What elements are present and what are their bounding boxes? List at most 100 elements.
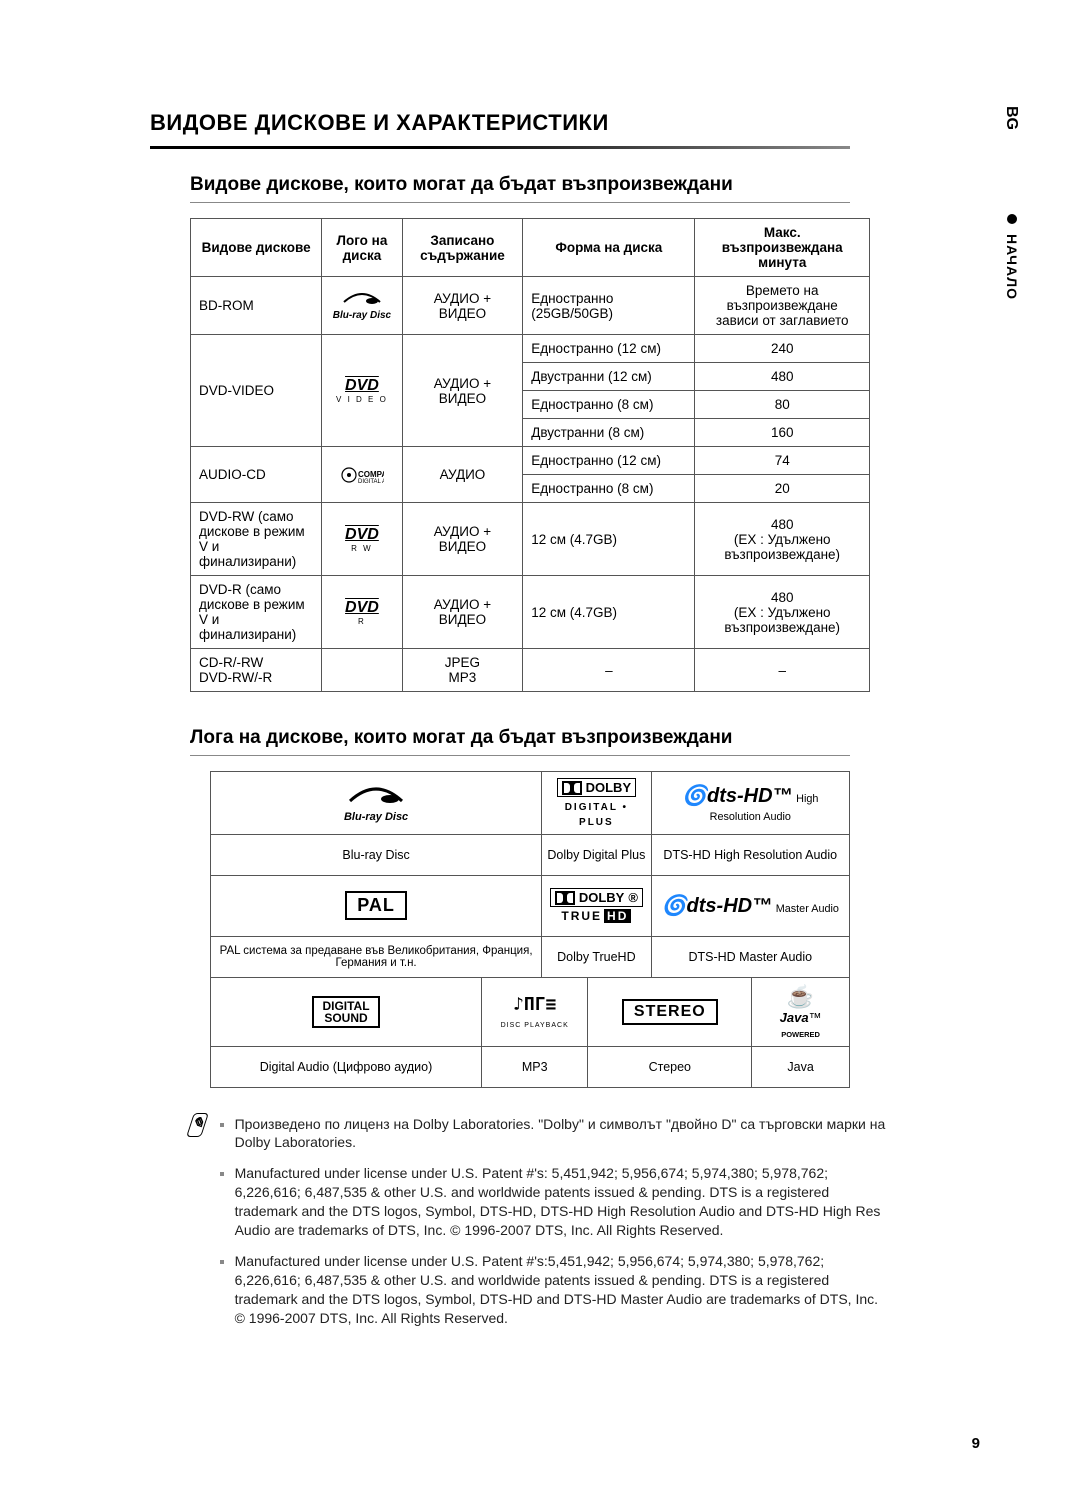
page-title: ВИДОВЕ ДИСКОВЕ И ХАРАКТЕРИСТИКИ [150,110,980,136]
note-item: Произведено по лиценз на Dolby Laborator… [235,1115,890,1153]
dts-hd-hra-logo-icon: 🌀dts-HD™ High Resolution Audio [651,772,849,835]
subheading-logos: Лога на дискове, които могат да бъдат въ… [190,727,850,756]
title-rule [150,146,850,149]
dts-label: dts-HD [687,895,753,917]
label-dolby-plus: Dolby Digital Plus [542,834,651,875]
row-audiocd: AUDIO-CD COMPACTDIGITAL AUDIO АУДИО Едно… [191,447,870,475]
cell-max: 480 [695,363,870,391]
pal-logo-icon: PAL [211,875,542,936]
side-section-tab: НАЧАЛО [1004,214,1020,300]
cell-max: 480 (EX : Удължено възпроизвеждане) [695,576,870,649]
dvd-logo-icon: DVDR W [322,503,402,576]
col-disc-type: Видове дискове [191,219,322,277]
side-lang-tab: BG [1002,106,1020,130]
cell-logo-empty [322,649,402,692]
cell-content: JPEG MP3 [402,649,523,692]
label-stereo: Стерео [588,1046,752,1087]
col-max: Макс. възпроизвеждана минута [695,219,870,277]
cell-max: – [695,649,870,692]
cell-max: 240 [695,335,870,363]
cell-form: Едностранно (12 см) [523,447,695,475]
truehd-sub1: TRUE [561,909,602,923]
subheading-disc-types: Видове дискове, които могат да бъдат въз… [190,174,850,203]
java-powered: POWERED [781,1030,820,1039]
digital-sound-logo-icon: DIGITAL SOUND [211,977,482,1046]
label-java: Java [752,1046,850,1087]
label-dts-ma: DTS-HD Master Audio [651,936,849,977]
bullet-icon [1007,214,1017,224]
dts-ma-sub: Master Audio [776,903,839,915]
truehd-sub2: HD [604,909,631,923]
cell-content: АУДИО + ВИДЕО [402,503,523,576]
svg-text:DIGITAL AUDIO: DIGITAL AUDIO [358,479,384,484]
cell-name: DVD-RW (само дискове в режим V и финализ… [191,503,322,576]
note-item: Manufactured under license under U.S. Pa… [235,1164,890,1240]
row-dvdvideo: DVD-VIDEO DVDV I D E O АУДИО + ВИДЕО Едн… [191,335,870,363]
cell-max: Времето на възпроизвеждане зависи от заг… [695,277,870,335]
cell-form: 12 см (4.7GB) [523,503,695,576]
cell-name: BD-ROM [191,277,322,335]
cell-max: 480 (EX : Удължено възпроизвеждане) [695,503,870,576]
mp3-glyph: ♪ΠΓ≡ [513,994,556,1015]
cell-content: АУДИО + ВИДЕО [402,335,523,447]
col-logo: Лого на диска [322,219,402,277]
dvd-logo-icon: DVDV I D E O [322,335,402,447]
cell-max: 160 [695,419,870,447]
logos-table: Blu-ray Disc DOLBY DIGITAL • PLUS 🌀dts-H… [210,771,850,1088]
label-mp3: MP3 [481,1046,587,1087]
cell-form: Едностранно (8 см) [523,391,695,419]
page-number: 9 [972,1435,980,1452]
col-form: Форма на диска [523,219,695,277]
java-label: Java [780,1010,809,1025]
cell-name: DVD-R (само дискове в режим V и финализи… [191,576,322,649]
mp3-logo-icon: ♪ΠΓ≡ DISC PLAYBACK [481,977,587,1046]
label-pal: PAL система за предаване във Великобрита… [211,936,542,977]
svg-text:COMPACT: COMPACT [358,470,384,479]
stereo-box-text: STEREO [622,999,718,1025]
row-dvdrw: DVD-RW (само дискове в режим V и финализ… [191,503,870,576]
label-dts-hra: DTS-HD High Resolution Audio [651,834,849,875]
disc-types-table: Видове дискове Лого на диска Записано съ… [190,218,870,692]
digital-sound-line2: SOUND [322,1012,369,1024]
cell-max: 20 [695,475,870,503]
note-item: Manufactured under license under U.S. Pa… [235,1252,890,1328]
cell-content: АУДИО + ВИДЕО [402,277,523,335]
cell-form: – [523,649,695,692]
cell-max: 80 [695,391,870,419]
cell-form: Едностранно (8 см) [523,475,695,503]
dolby-plus-sub: DIGITAL • PLUS [565,802,628,828]
dolby-label: DOLBY [586,780,632,795]
dvd-logo-icon: DVDR [322,576,402,649]
col-content: Записано съдържание [402,219,523,277]
cell-form: Двустранни (8 см) [523,419,695,447]
cell-name: AUDIO-CD [191,447,322,503]
stereo-logo-icon: STEREO [588,977,752,1046]
label-dolby-truehd: Dolby TrueHD [542,936,651,977]
bluray-logo-icon: Blu-ray Disc [211,772,542,835]
cell-content: АУДИО + ВИДЕО [402,576,523,649]
java-logo-icon: ☕ Java™ POWERED [752,977,850,1046]
note-icon: ✎ [186,1113,208,1137]
row-dvdr: DVD-R (само дискове в режим V и финализи… [191,576,870,649]
label-digital-audio: Digital Audio (Цифрово аудио) [211,1046,482,1087]
cell-name: DVD-VIDEO [191,335,322,447]
row-cdr: CD-R/-RW DVD-RW/-R JPEG MP3 – – [191,649,870,692]
cell-form: Двустранни (12 см) [523,363,695,391]
dts-label: dts-HD [707,785,773,807]
label-bluray: Blu-ray Disc [211,834,542,875]
side-section-label: НАЧАЛО [1004,234,1020,300]
cell-form: 12 см (4.7GB) [523,576,695,649]
dolby-label: DOLBY [579,890,625,905]
dolby-truehd-logo-icon: DOLBY® TRUEHD [542,875,651,936]
row-bdrom: BD-ROM Blu-ray Disc АУДИО + ВИДЕО Едност… [191,277,870,335]
pal-box-text: PAL [345,891,407,920]
dts-hd-ma-logo-icon: 🌀dts-HD™ Master Audio [651,875,849,936]
cell-form: Едностранно (25GB/50GB) [523,277,695,335]
cell-max: 74 [695,447,870,475]
cell-form: Едностранно (12 см) [523,335,695,363]
cd-logo-icon: COMPACTDIGITAL AUDIO [322,447,402,503]
cell-name: CD-R/-RW DVD-RW/-R [191,649,322,692]
cell-content: АУДИО [402,447,523,503]
notes-block: ✎ Произведено по лиценз на Dolby Laborat… [190,1113,890,1340]
dolby-digital-plus-logo-icon: DOLBY DIGITAL • PLUS [542,772,651,835]
